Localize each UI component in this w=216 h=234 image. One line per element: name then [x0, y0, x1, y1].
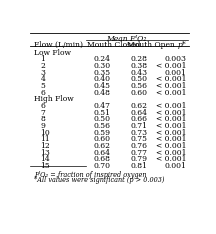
Text: 0.59: 0.59	[94, 129, 111, 137]
Text: 7: 7	[40, 109, 45, 117]
Text: 0.66: 0.66	[131, 115, 148, 123]
Text: 4: 4	[40, 75, 45, 83]
Text: 0.71: 0.71	[131, 122, 148, 130]
Text: 0.75: 0.75	[131, 135, 148, 143]
Text: 8: 8	[40, 115, 45, 123]
Text: 0.56: 0.56	[131, 82, 148, 90]
Text: 0.81: 0.81	[131, 162, 148, 170]
Text: 0.003: 0.003	[164, 55, 186, 63]
Text: 0.001: 0.001	[164, 162, 186, 170]
Text: 0.60: 0.60	[94, 135, 111, 143]
Text: < 0.001: < 0.001	[156, 75, 186, 83]
Text: 0.24: 0.24	[94, 55, 111, 63]
Text: 0.64: 0.64	[131, 109, 148, 117]
Text: 9: 9	[40, 122, 45, 130]
Text: 0.47: 0.47	[94, 102, 111, 110]
Text: 0.50: 0.50	[94, 115, 111, 123]
Text: 14: 14	[40, 155, 50, 163]
Text: < 0.001: < 0.001	[156, 115, 186, 123]
Text: < 0.001: < 0.001	[156, 142, 186, 150]
Text: 0.40: 0.40	[94, 75, 111, 83]
Text: *All values were significant (p > 0.003): *All values were significant (p > 0.003)	[34, 176, 164, 184]
Text: 0.76: 0.76	[131, 142, 148, 150]
Text: < 0.001: < 0.001	[156, 89, 186, 97]
Text: Mouth Closed: Mouth Closed	[87, 41, 140, 49]
Text: 0.38: 0.38	[131, 62, 148, 70]
Text: 0.56: 0.56	[94, 122, 111, 130]
Text: 6: 6	[40, 89, 45, 97]
Text: 0.30: 0.30	[94, 62, 111, 70]
Text: 0.79: 0.79	[131, 155, 148, 163]
Text: < 0.001: < 0.001	[156, 155, 186, 163]
Text: 3: 3	[40, 69, 45, 77]
Text: 6: 6	[40, 102, 45, 110]
Text: < 0.001: < 0.001	[156, 135, 186, 143]
Text: < 0.001: < 0.001	[156, 62, 186, 70]
Text: 0.48: 0.48	[94, 89, 111, 97]
Text: 0.35: 0.35	[94, 69, 111, 77]
Text: Low Flow: Low Flow	[34, 49, 71, 57]
Text: 0.64: 0.64	[94, 149, 111, 157]
Text: 0.62: 0.62	[94, 142, 111, 150]
Text: < 0.001: < 0.001	[156, 129, 186, 137]
Text: 10: 10	[40, 129, 50, 137]
Text: 13: 13	[40, 149, 50, 157]
Text: 0.28: 0.28	[131, 55, 148, 63]
Text: 0.43: 0.43	[131, 69, 148, 77]
Text: < 0.001: < 0.001	[156, 122, 186, 130]
Text: 0.70: 0.70	[94, 162, 111, 170]
Text: < 0.001: < 0.001	[156, 102, 186, 110]
Text: 0.45: 0.45	[94, 82, 111, 90]
Text: 0.68: 0.68	[94, 155, 111, 163]
Text: Mean FᴵO₂: Mean FᴵO₂	[106, 35, 147, 43]
Text: Mouth Open: Mouth Open	[127, 41, 175, 49]
Text: 5: 5	[40, 82, 45, 90]
Text: 0.51: 0.51	[94, 109, 111, 117]
Text: < 0.001: < 0.001	[156, 82, 186, 90]
Text: Flow (L/min): Flow (L/min)	[34, 41, 83, 49]
Text: 1: 1	[40, 55, 45, 63]
Text: 0.001: 0.001	[164, 69, 186, 77]
Text: 2: 2	[40, 62, 45, 70]
Text: < 0.001: < 0.001	[156, 109, 186, 117]
Text: 0.77: 0.77	[131, 149, 148, 157]
Text: 12: 12	[40, 142, 50, 150]
Text: < 0.001: < 0.001	[156, 149, 186, 157]
Text: 11: 11	[40, 135, 50, 143]
Text: FᴵO₂ = fraction of inspired oxygen: FᴵO₂ = fraction of inspired oxygen	[34, 171, 146, 179]
Text: 0.62: 0.62	[131, 102, 148, 110]
Text: 0.60: 0.60	[131, 89, 148, 97]
Text: p*: p*	[177, 41, 186, 49]
Text: 0.50: 0.50	[131, 75, 148, 83]
Text: 15: 15	[40, 162, 50, 170]
Text: High Flow: High Flow	[34, 95, 73, 103]
Text: 0.73: 0.73	[131, 129, 148, 137]
